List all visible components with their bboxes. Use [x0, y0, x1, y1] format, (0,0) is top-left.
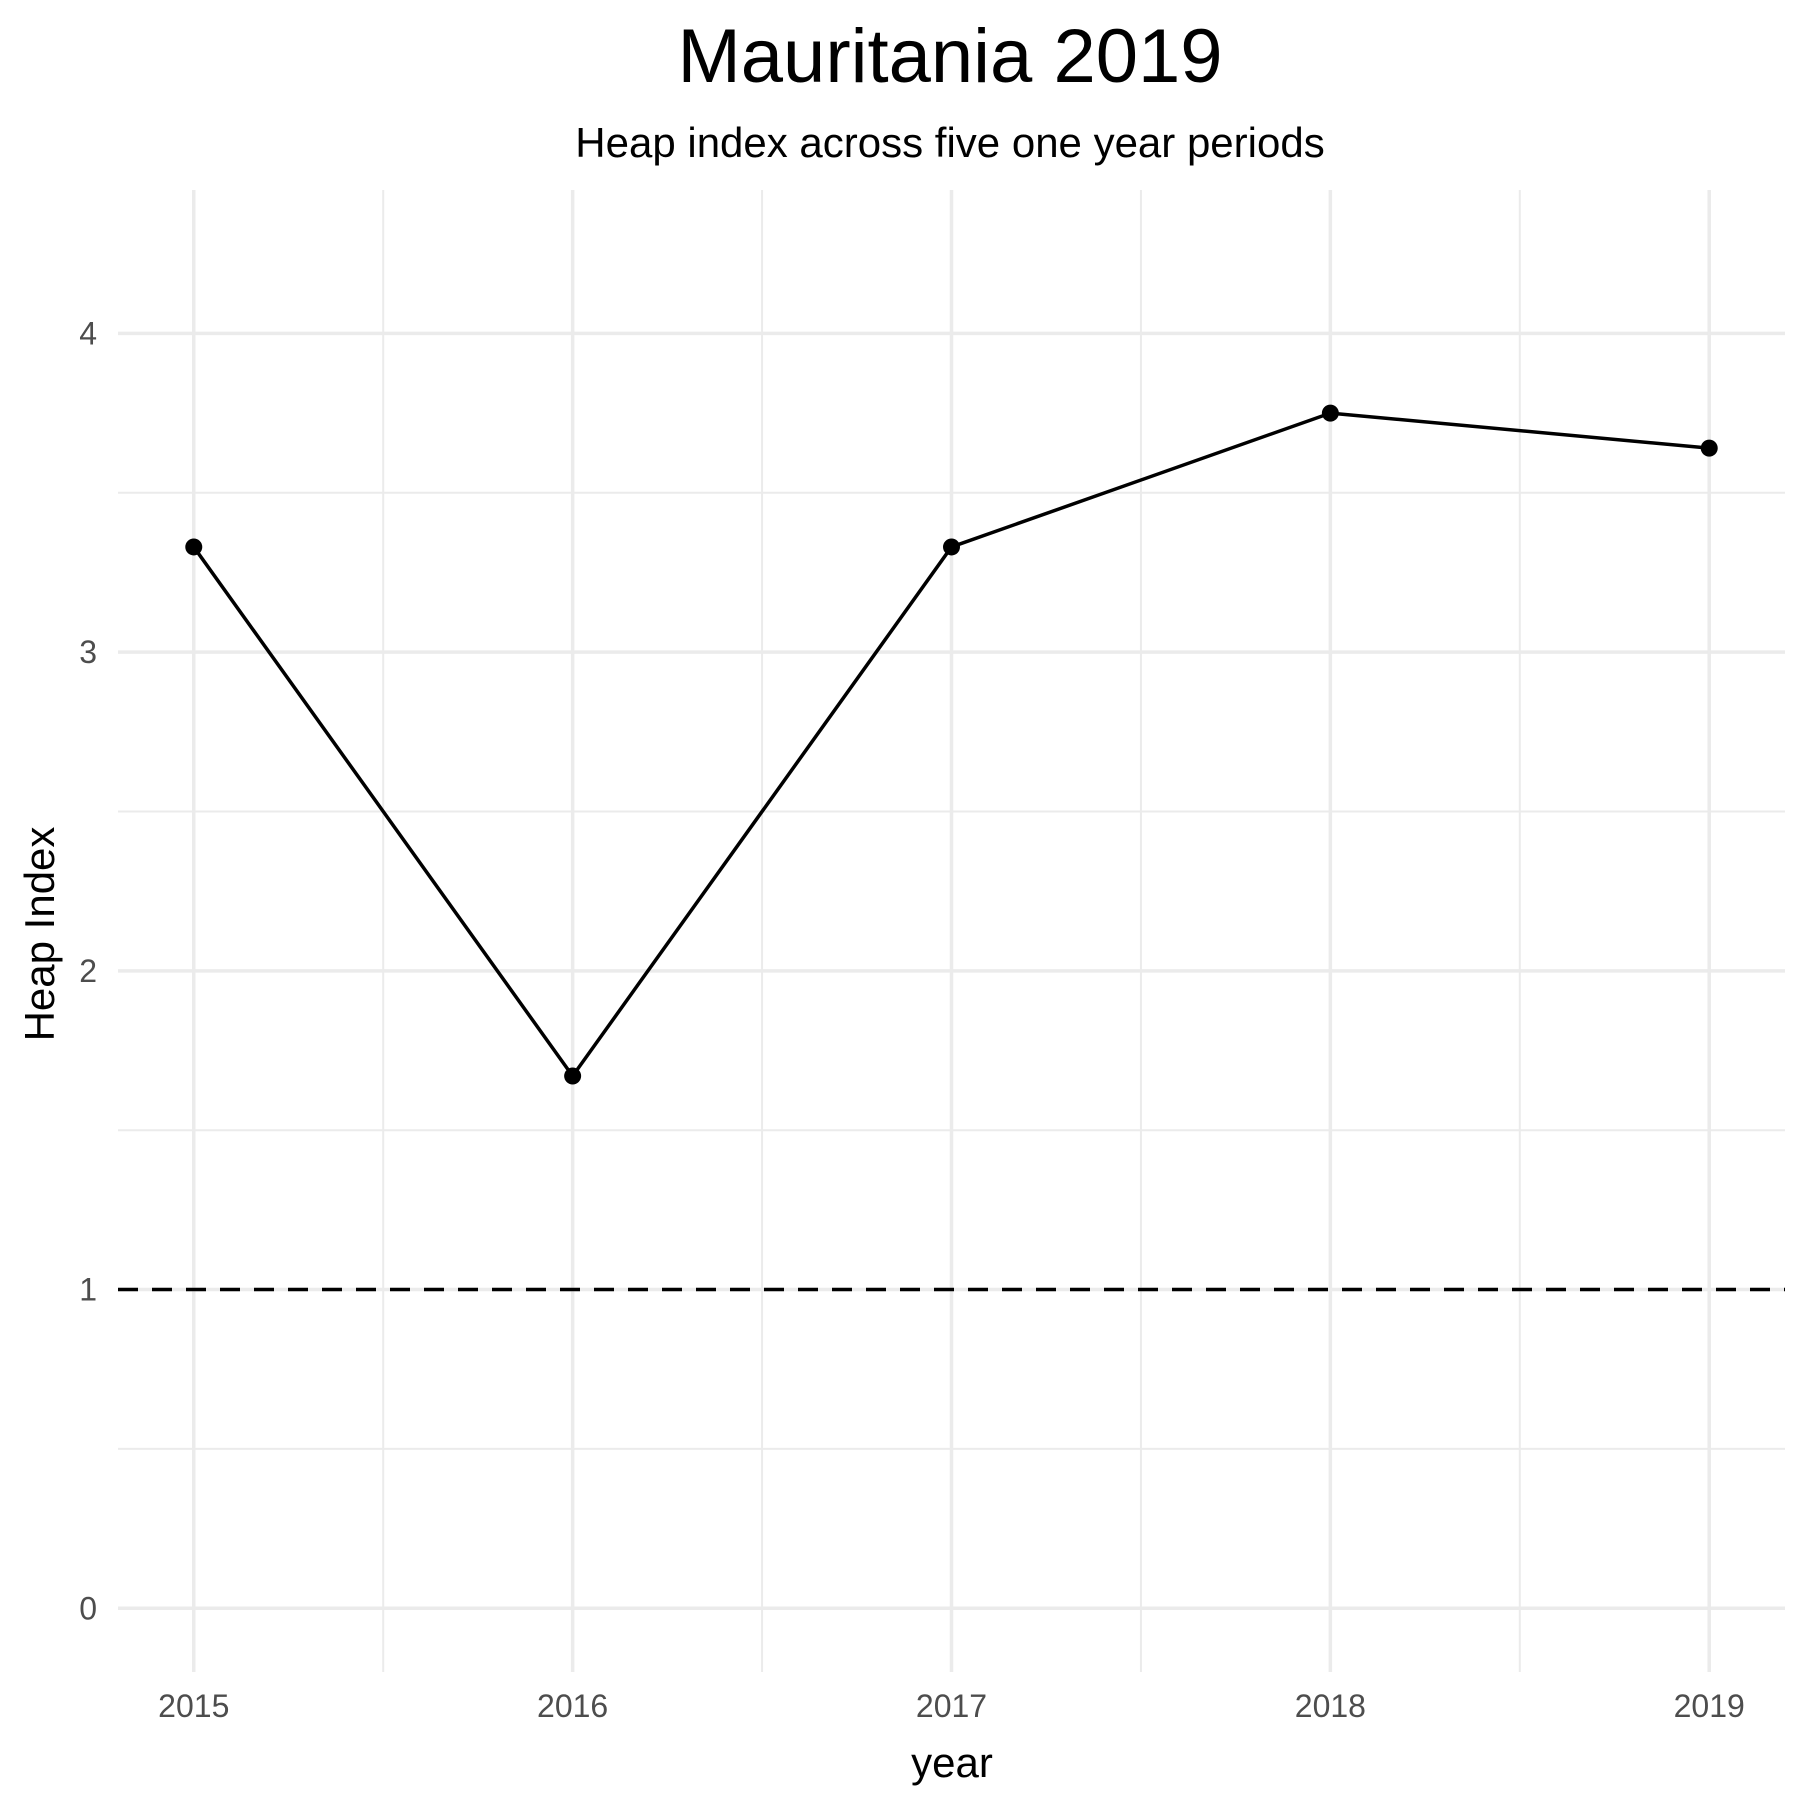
x-tick-label: 2017	[916, 1688, 987, 1724]
series-group	[185, 404, 1718, 1085]
data-point-2017	[943, 538, 960, 556]
x-axis-title: year	[911, 1739, 993, 1786]
x-tick-label: 2019	[1674, 1688, 1745, 1724]
chart-title: Mauritania 2019	[677, 14, 1222, 99]
data-point-2018	[1321, 404, 1339, 422]
major-gridlines	[118, 190, 1785, 1672]
chart-subtitle: Heap index across five one year periods	[575, 119, 1324, 166]
x-tick-labels: 2015 2016 2017 2018 2019	[158, 1688, 1745, 1724]
y-axis-title: Heap Index	[16, 827, 63, 1042]
data-point-2019	[1700, 439, 1718, 457]
x-tick-label: 2018	[1295, 1688, 1366, 1724]
x-tick-label: 2016	[537, 1688, 608, 1724]
y-tick-labels: 0 1 2 3 4	[79, 315, 97, 1626]
y-tick-label: 4	[79, 315, 97, 351]
data-point-2015	[185, 538, 203, 556]
y-tick-label: 1	[79, 1272, 97, 1308]
data-point-2016	[564, 1067, 582, 1085]
y-tick-label: 2	[79, 953, 97, 989]
y-tick-label: 3	[79, 634, 97, 670]
y-tick-label: 0	[79, 1590, 97, 1626]
x-tick-label: 2015	[158, 1688, 229, 1724]
